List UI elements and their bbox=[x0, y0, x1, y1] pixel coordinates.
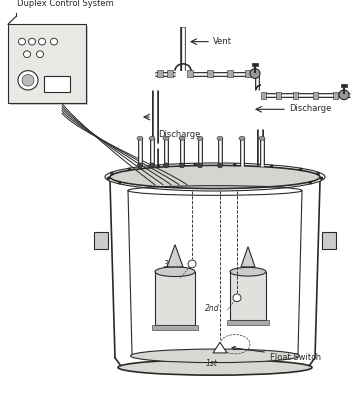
Circle shape bbox=[193, 164, 197, 167]
Bar bbox=[207, 70, 213, 78]
Ellipse shape bbox=[155, 267, 195, 277]
Bar bbox=[245, 70, 251, 78]
Polygon shape bbox=[167, 245, 183, 267]
Circle shape bbox=[118, 182, 121, 185]
Text: 2nd: 2nd bbox=[205, 303, 220, 312]
Text: Discharge: Discharge bbox=[158, 130, 201, 139]
Circle shape bbox=[217, 164, 222, 169]
Bar bbox=[187, 70, 193, 78]
Bar bbox=[313, 93, 318, 99]
Circle shape bbox=[250, 70, 260, 79]
Circle shape bbox=[188, 261, 196, 268]
Circle shape bbox=[157, 165, 160, 169]
Bar bbox=[44, 77, 70, 93]
Text: 1st: 1st bbox=[206, 358, 218, 367]
Circle shape bbox=[39, 39, 45, 46]
Circle shape bbox=[18, 39, 26, 46]
Circle shape bbox=[127, 168, 131, 172]
Ellipse shape bbox=[239, 137, 245, 141]
Circle shape bbox=[110, 173, 114, 176]
Circle shape bbox=[107, 177, 110, 180]
Bar bbox=[261, 93, 266, 99]
Text: Duplex Control System: Duplex Control System bbox=[17, 0, 114, 8]
Ellipse shape bbox=[130, 349, 300, 363]
Bar bbox=[157, 70, 163, 78]
Circle shape bbox=[320, 177, 323, 180]
Bar bbox=[230, 272, 266, 320]
Bar bbox=[341, 85, 347, 88]
Circle shape bbox=[309, 182, 312, 185]
Circle shape bbox=[270, 165, 273, 169]
Ellipse shape bbox=[118, 360, 312, 375]
Ellipse shape bbox=[217, 137, 223, 141]
Circle shape bbox=[299, 168, 302, 172]
Bar bbox=[276, 93, 281, 99]
Text: Float Switch: Float Switch bbox=[232, 346, 321, 361]
Bar bbox=[10, 27, 88, 106]
Bar bbox=[155, 272, 195, 325]
Circle shape bbox=[339, 91, 349, 100]
Ellipse shape bbox=[230, 268, 266, 276]
Text: Vent: Vent bbox=[213, 36, 232, 45]
Circle shape bbox=[316, 173, 320, 176]
Circle shape bbox=[233, 294, 241, 302]
Circle shape bbox=[233, 164, 237, 167]
Circle shape bbox=[23, 52, 31, 58]
Bar bbox=[94, 232, 108, 250]
Text: 3rd: 3rd bbox=[164, 260, 177, 269]
Circle shape bbox=[198, 164, 202, 169]
Bar bbox=[252, 64, 258, 67]
Circle shape bbox=[36, 52, 44, 58]
Ellipse shape bbox=[163, 137, 169, 141]
Circle shape bbox=[149, 164, 154, 169]
Ellipse shape bbox=[197, 137, 203, 141]
Bar bbox=[227, 320, 269, 325]
Ellipse shape bbox=[110, 166, 320, 189]
Circle shape bbox=[138, 164, 143, 169]
Ellipse shape bbox=[149, 137, 155, 141]
Bar bbox=[227, 70, 233, 78]
Circle shape bbox=[163, 164, 168, 169]
Circle shape bbox=[50, 39, 58, 46]
Bar bbox=[152, 325, 198, 330]
Bar bbox=[167, 70, 173, 78]
Circle shape bbox=[180, 164, 185, 169]
Ellipse shape bbox=[179, 137, 185, 141]
Circle shape bbox=[28, 39, 36, 46]
Ellipse shape bbox=[259, 137, 265, 141]
Circle shape bbox=[18, 72, 38, 91]
Bar bbox=[293, 93, 298, 99]
Polygon shape bbox=[241, 247, 255, 267]
Text: Discharge: Discharge bbox=[289, 104, 331, 113]
Bar bbox=[322, 232, 336, 250]
Polygon shape bbox=[213, 342, 227, 353]
Bar bbox=[8, 25, 86, 104]
Bar bbox=[333, 93, 338, 99]
Circle shape bbox=[22, 75, 34, 87]
Ellipse shape bbox=[137, 137, 143, 141]
